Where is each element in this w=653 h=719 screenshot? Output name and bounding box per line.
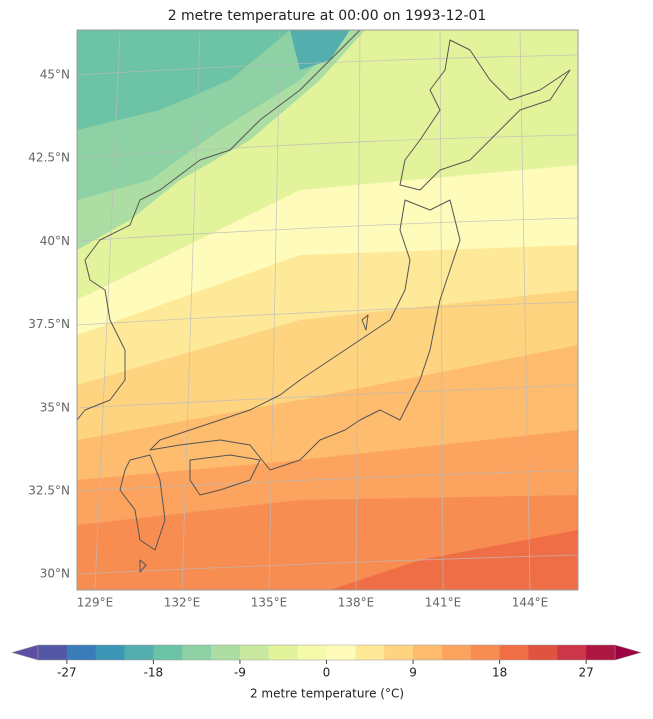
colorbar-bin xyxy=(326,645,356,660)
lat-label: 37.5°N xyxy=(28,317,70,331)
colorbar-bin xyxy=(38,645,68,660)
colorbar-tick-label: 18 xyxy=(492,666,507,680)
lon-label: 129°E xyxy=(77,596,114,610)
colorbar-bin xyxy=(66,645,97,660)
coastline xyxy=(77,30,571,573)
colorbar-bin xyxy=(413,645,443,660)
lon-label: 141°E xyxy=(425,596,462,610)
colorbar-bin xyxy=(297,645,327,660)
map-field xyxy=(77,30,578,590)
colorbar-tick-label: 9 xyxy=(409,666,417,680)
colorbar-bin xyxy=(182,645,212,660)
colorbar-bin xyxy=(153,645,183,660)
lon-label: 135°E xyxy=(251,596,288,610)
lat-label: 32.5°N xyxy=(28,484,70,498)
colorbar-bin xyxy=(355,645,385,660)
colorbar-bin xyxy=(95,645,126,660)
lat-label: 40°N xyxy=(40,234,70,248)
colorbar-bin xyxy=(211,645,241,660)
lon-label: 144°E xyxy=(512,596,549,610)
map-frame xyxy=(76,29,579,591)
colorbar-bin xyxy=(384,645,414,660)
lon-label: 138°E xyxy=(338,596,375,610)
lon-label: 132°E xyxy=(164,596,201,610)
graticule xyxy=(77,30,578,590)
colorbar-bin xyxy=(268,645,299,660)
colorbar-bin xyxy=(499,645,529,660)
colorbar-bin xyxy=(470,645,501,660)
colorbar-extend-low xyxy=(11,644,39,661)
colorbar-bin xyxy=(586,645,616,660)
colorbar-bin xyxy=(528,645,558,660)
lat-label: 42.5°N xyxy=(28,151,70,165)
colorbar-tick-label: -9 xyxy=(234,666,246,680)
colorbar-extend-high xyxy=(614,644,642,661)
lat-label: 35°N xyxy=(40,400,70,414)
colorbar-bin xyxy=(557,645,587,660)
colorbar-tick-label: -18 xyxy=(144,666,164,680)
title: 2 metre temperature at 00:00 on 1993-12-… xyxy=(168,8,487,24)
colorbar-tick-label: 27 xyxy=(579,666,594,680)
colorbar-label: 2 metre temperature (°C) xyxy=(250,687,404,701)
lat-label: 30°N xyxy=(40,567,70,581)
colorbar-bin xyxy=(441,645,472,660)
colorbar-bin xyxy=(239,645,270,660)
colorbar-tick-label: -27 xyxy=(57,666,77,680)
lat-label: 45°N xyxy=(40,68,70,82)
colorbar-bin xyxy=(124,645,154,660)
colorbar-tick-label: 0 xyxy=(323,666,331,680)
